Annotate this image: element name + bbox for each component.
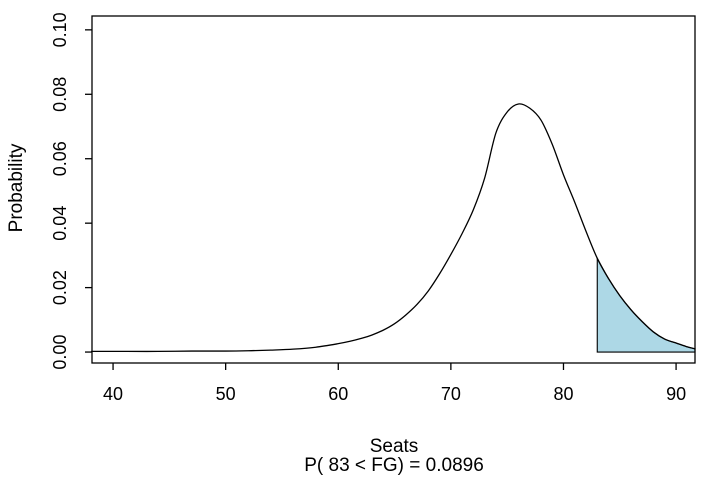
x-axis-subtitle: P( 83 < FG) = 0.0896	[304, 455, 484, 476]
x-tick-label: 70	[441, 384, 461, 404]
y-axis-title: Probability	[6, 143, 27, 233]
density-curve	[91, 103, 696, 353]
x-tick-label: 60	[328, 384, 348, 404]
x-tick-label: 40	[103, 384, 123, 404]
shaded-tail-area	[596, 256, 696, 353]
x-tick-label: 50	[216, 384, 236, 404]
y-tick-label: 0.04	[50, 206, 70, 241]
y-tick-label: 0.02	[50, 270, 70, 305]
plot-border	[91, 15, 696, 364]
x-tick-label: 80	[553, 384, 573, 404]
x-tick-label: 90	[666, 384, 686, 404]
x-axis-title: Seats	[369, 436, 419, 457]
y-tick-label: 0.00	[50, 335, 70, 370]
y-tick-label: 0.06	[50, 141, 70, 176]
y-tick-label: 0.08	[50, 77, 70, 112]
y-tick-label: 0.10	[50, 12, 70, 47]
